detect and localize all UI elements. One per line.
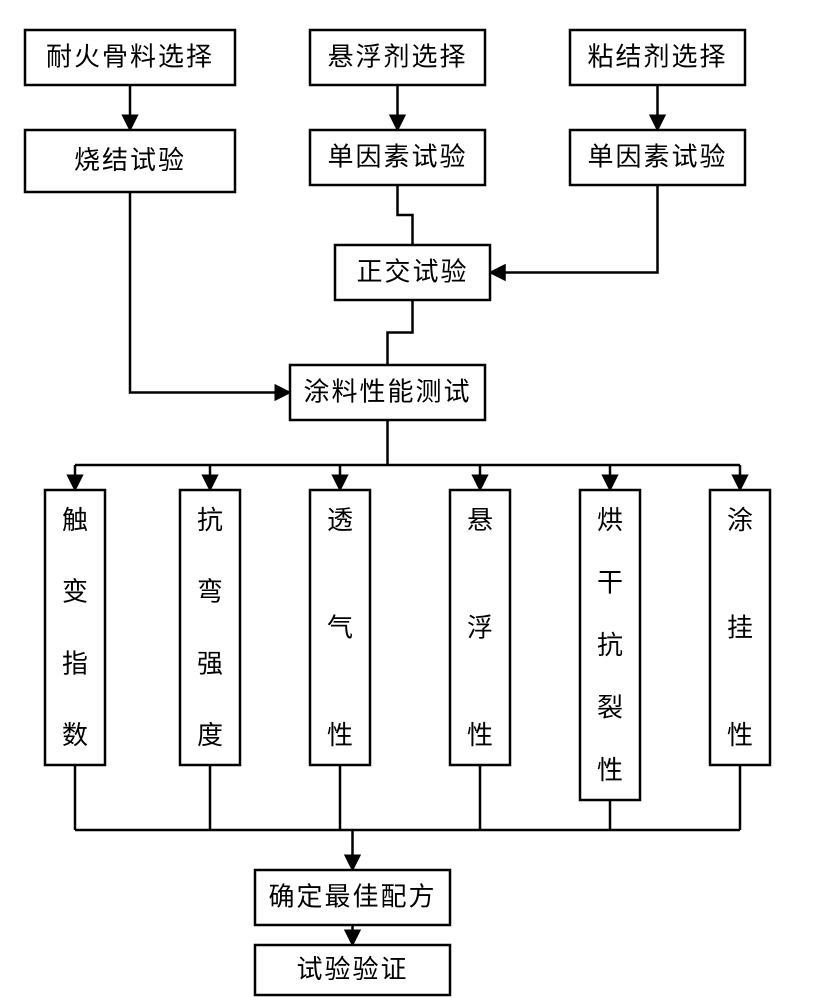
edge — [130, 192, 290, 393]
vnode-char-p1-3: 数 — [62, 721, 88, 750]
vnode-char-p1-0: 触 — [62, 506, 88, 535]
vnode-char-p3-2: 性 — [327, 721, 353, 750]
vnode-char-p5-1: 干 — [597, 569, 623, 598]
node-label-a2: 烧结试验 — [74, 146, 186, 175]
edge — [490, 185, 658, 273]
vnode-char-p5-3: 裂 — [597, 694, 623, 723]
vnode-char-p6-0: 涂 — [727, 506, 753, 535]
node-label-b1: 悬浮剂选择 — [327, 42, 467, 71]
vnode-char-p6-2: 性 — [727, 721, 753, 750]
vnode-char-p2-2: 强 — [197, 649, 223, 678]
node-a2: 烧结试验 — [25, 130, 235, 192]
node-label-d: 正交试验 — [356, 257, 468, 286]
node-c1: 粘结剂选择 — [570, 30, 745, 85]
vnode-p2: 抗弯强度 — [180, 490, 240, 765]
vnode-char-p6-1: 挂 — [727, 614, 753, 643]
vnode-char-p1-2: 指 — [62, 649, 88, 678]
vnode-char-p2-0: 抗 — [197, 506, 223, 535]
node-e: 涂料性能测试 — [290, 365, 485, 420]
vnode-char-p5-0: 烘 — [597, 506, 623, 535]
vnode-char-p3-0: 透 — [327, 506, 353, 535]
edge — [388, 300, 413, 365]
node-label-g: 试验验证 — [296, 955, 408, 984]
vnode-p1: 触变指数 — [45, 490, 105, 765]
node-label-e: 涂料性能测试 — [303, 377, 471, 406]
vnode-char-p2-3: 度 — [197, 721, 223, 750]
vnode-char-p4-1: 浮 — [467, 614, 493, 643]
node-label-b2: 单因素试验 — [327, 142, 467, 171]
node-a1: 耐火骨料选择 — [25, 30, 235, 85]
vnode-char-p4-0: 悬 — [467, 506, 493, 535]
node-f: 确定最佳配方 — [255, 870, 450, 925]
node-label-a1: 耐火骨料选择 — [46, 42, 214, 71]
vnode-char-p1-1: 变 — [62, 578, 88, 607]
vnode-char-p4-2: 性 — [467, 721, 493, 750]
vnode-char-p5-4: 性 — [597, 756, 623, 785]
node-c2: 单因素试验 — [570, 130, 745, 185]
vnode-char-p3-1: 气 — [327, 614, 353, 643]
vnode-char-p2-1: 弯 — [197, 578, 223, 607]
node-d: 正交试验 — [335, 245, 490, 300]
node-label-c2: 单因素试验 — [587, 142, 727, 171]
vnode-p5: 烘干抗裂性 — [580, 490, 640, 800]
node-label-f: 确定最佳配方 — [268, 882, 436, 911]
node-b2: 单因素试验 — [310, 130, 485, 185]
vnode-p6: 涂挂性 — [710, 490, 770, 765]
vnode-p3: 透气性 — [310, 490, 370, 765]
vnode-char-p5-2: 抗 — [597, 631, 623, 660]
vnode-p4: 悬浮性 — [450, 490, 510, 765]
node-g: 试验验证 — [255, 945, 450, 995]
node-label-c1: 粘结剂选择 — [587, 42, 727, 71]
node-b1: 悬浮剂选择 — [310, 30, 485, 85]
edge — [398, 185, 413, 245]
